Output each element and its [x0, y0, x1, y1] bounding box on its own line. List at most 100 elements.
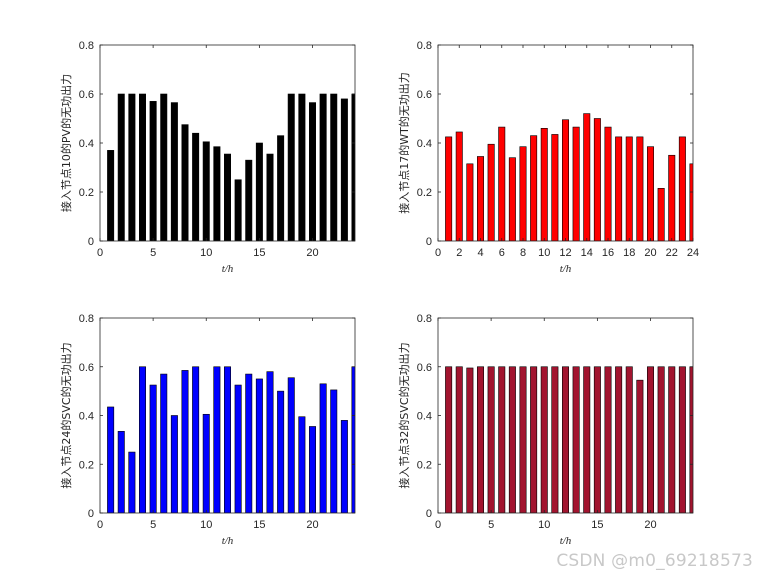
- bar: [319, 93, 327, 241]
- x-tick-label: 5: [150, 519, 156, 531]
- bar: [309, 426, 316, 513]
- x-tick-label: 5: [488, 519, 494, 531]
- bar: [245, 159, 253, 241]
- bar: [266, 153, 274, 241]
- y-axis-label: 接入节点24的SVC的无功出力: [59, 342, 73, 488]
- bar: [562, 366, 569, 513]
- bar: [287, 377, 295, 513]
- bar: [508, 366, 516, 513]
- bar: [615, 366, 623, 513]
- x-tick-label: 12: [559, 247, 571, 259]
- y-tick-label: 0.6: [79, 362, 94, 374]
- bar: [551, 366, 559, 513]
- y-tick-label: 0: [88, 236, 94, 248]
- bar-group: [107, 93, 355, 241]
- bar: [117, 93, 125, 241]
- bar: [128, 93, 136, 241]
- bar: [160, 373, 168, 513]
- x-tick-label: 15: [253, 247, 265, 259]
- y-tick-label: 0: [426, 508, 432, 520]
- bar-group: [107, 366, 355, 513]
- bar: [340, 420, 348, 513]
- bar: [298, 93, 306, 241]
- x-tick-label: 0: [97, 247, 103, 259]
- bar: [224, 153, 231, 241]
- x-axis-label: t/h: [560, 535, 572, 547]
- y-tick-label: 0.2: [417, 459, 432, 471]
- bar: [107, 406, 115, 513]
- x-tick-label: 20: [306, 247, 318, 259]
- bar: [477, 366, 484, 513]
- bar: [319, 383, 327, 513]
- x-tick-label: 24: [687, 247, 699, 259]
- bar: [245, 373, 253, 513]
- bar-group: [445, 113, 693, 241]
- bar: [160, 93, 168, 241]
- bar: [234, 179, 242, 241]
- x-tick-label: 10: [538, 247, 550, 259]
- y-tick-label: 0.8: [79, 40, 94, 52]
- y-tick-label: 0.6: [417, 89, 432, 101]
- y-tick-label: 0.6: [79, 89, 94, 101]
- x-axis-label: t/h: [560, 263, 572, 275]
- bar: [149, 101, 157, 241]
- bar: [657, 188, 665, 241]
- bar: [287, 93, 295, 241]
- bar: [330, 93, 338, 241]
- y-tick-label: 0.4: [417, 411, 432, 423]
- bar: [181, 370, 189, 513]
- x-tick-label: 10: [538, 519, 550, 531]
- bar: [668, 154, 676, 241]
- bar: [445, 136, 453, 241]
- bar: [657, 366, 665, 513]
- bar: [540, 128, 548, 241]
- bar: [530, 135, 538, 241]
- y-tick-label: 0: [426, 236, 432, 248]
- x-tick-label: 10: [200, 519, 212, 531]
- y-tick-label: 0.8: [417, 313, 432, 325]
- bar: [519, 366, 527, 513]
- bar: [647, 146, 654, 241]
- bar: [615, 136, 623, 241]
- bar: [455, 131, 463, 241]
- bar: [593, 366, 601, 513]
- x-tick-label: 4: [477, 247, 483, 259]
- y-axis-label: 接入节点17的WT的无功出力: [397, 72, 411, 214]
- x-tick-label: 20: [306, 519, 318, 531]
- x-tick-label: 18: [623, 247, 635, 259]
- bar: [678, 136, 686, 241]
- y-tick-label: 0.4: [79, 138, 94, 150]
- bar: [192, 366, 200, 513]
- y-tick-label: 0.4: [79, 411, 94, 423]
- chart-panel-2: 0 2 4 6 8 10 12 14 16 18 20 22 2400.20.40.60.8t/h接入节…: [397, 40, 699, 275]
- watermark: CSDN @m0_69218573: [556, 551, 753, 571]
- bar: [202, 413, 210, 513]
- x-tick-label: 5: [150, 247, 156, 259]
- bar: [181, 124, 189, 241]
- bar: [551, 134, 559, 241]
- bar: [477, 156, 484, 241]
- bar: [255, 142, 263, 241]
- bar: [170, 102, 178, 241]
- chart-panel-3: 0 5 10 15 20 0 0.2 0.4 0.6 0.8 t/h 接入节点24的SVC的无功出力: [59, 313, 356, 547]
- bar: [340, 98, 348, 241]
- bar: [572, 126, 580, 241]
- x-tick-label: 20: [644, 519, 656, 531]
- bar: [562, 119, 569, 241]
- bar: [625, 136, 633, 241]
- bar: [266, 371, 274, 513]
- y-axis-label: 接入节点10的PV的无功出力: [59, 74, 73, 212]
- bar: [170, 415, 178, 513]
- bar: [213, 146, 221, 241]
- chart-panel-1: 0 5 10 15 20 0 0.2 0.4 0.6 0.8 t/h 接入节点10的PV的无功出力: [59, 40, 356, 275]
- bar: [107, 150, 115, 241]
- bar: [636, 136, 644, 241]
- bar: [309, 102, 316, 241]
- bar: [213, 366, 221, 513]
- bar: [625, 366, 633, 513]
- bar: [593, 118, 601, 241]
- bar: [668, 366, 676, 513]
- bar: [117, 431, 125, 513]
- x-tick-label: 2: [456, 247, 462, 259]
- bar: [498, 126, 506, 241]
